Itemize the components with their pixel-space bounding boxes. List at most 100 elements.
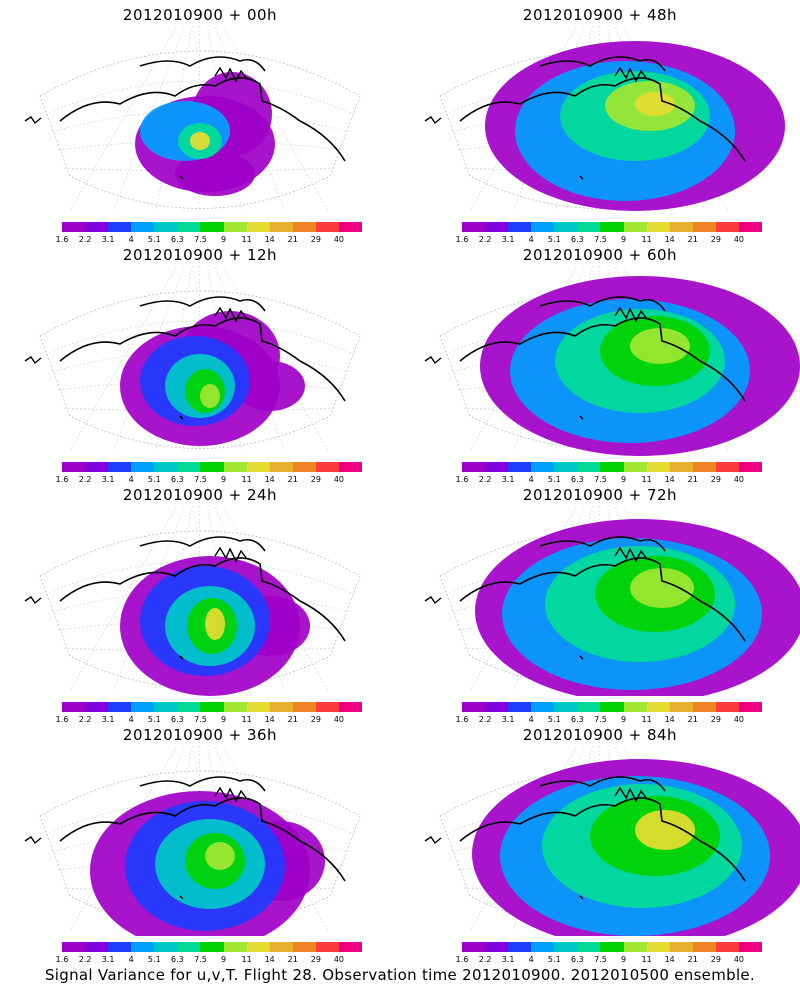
colorbar-swatch — [315, 942, 339, 952]
colorbar-swatch — [177, 942, 201, 952]
colorbar-swatch — [246, 702, 270, 712]
colorbar — [62, 702, 363, 712]
colorbar-swatch — [292, 462, 316, 472]
coastline — [59, 776, 346, 882]
colorbar-label: 7.5 — [594, 715, 607, 724]
colorbar-label: 6.3 — [171, 955, 184, 964]
colorbar-swatch — [508, 702, 532, 712]
panel-title: 2012010900 + 48h — [522, 6, 678, 24]
colorbar-swatch — [577, 702, 601, 712]
colorbar-swatch — [131, 222, 155, 232]
colorbar-label: 6.3 — [171, 475, 184, 484]
colorbar-swatch — [131, 702, 155, 712]
colorbar-label: 11 — [241, 475, 252, 484]
colorbar — [462, 462, 763, 472]
colorbar-swatch — [177, 462, 201, 472]
variance-map — [424, 746, 800, 936]
colorbar-label: 1.6 — [455, 475, 469, 484]
colorbar-label: 1.6 — [455, 955, 469, 964]
colorbar-swatch — [462, 942, 486, 952]
coastline-detail — [24, 786, 248, 900]
variance-map — [424, 506, 800, 696]
colorbar-swatch — [223, 462, 247, 472]
colorbar-swatch — [177, 702, 201, 712]
forecast-panel-72h: 2012010900 + 72h 1.6 2.2 3.1 4 5.1 6.3 7.5 9 11 14… — [400, 480, 800, 728]
colorbar-label: 1.6 — [55, 955, 69, 964]
colorbar-swatch — [738, 462, 763, 472]
colorbar-swatch — [462, 702, 486, 712]
coastline-detail — [24, 306, 248, 420]
colorbar-swatch — [85, 702, 109, 712]
colorbar-swatch — [646, 702, 670, 712]
colorbar-swatch — [200, 702, 224, 712]
colorbar-swatch — [338, 462, 363, 472]
colorbar-label: 21 — [687, 955, 698, 964]
colorbar-swatch — [269, 222, 293, 232]
colorbar-label: 6.3 — [171, 235, 184, 244]
colorbar-swatch — [508, 222, 532, 232]
variance-map — [424, 26, 785, 212]
colorbar-label: 6.3 — [571, 715, 584, 724]
variance-contour — [200, 384, 220, 408]
colorbar-swatch — [738, 942, 763, 952]
variance-contour — [630, 568, 694, 608]
colorbar-label: 4 — [128, 235, 134, 244]
colorbar-swatch — [62, 462, 86, 472]
colorbar-label: 14 — [264, 235, 275, 244]
colorbar-swatch — [600, 702, 624, 712]
colorbar-label: 1.6 — [455, 235, 469, 244]
colorbar-swatch — [292, 702, 316, 712]
colorbar-swatch — [669, 462, 693, 472]
colorbar-label: 7.5 — [594, 955, 607, 964]
colorbar-label: 6.3 — [171, 715, 184, 724]
colorbar-swatch — [246, 222, 270, 232]
colorbar-label: 14 — [664, 235, 675, 244]
colorbar-label: 29 — [310, 955, 321, 964]
colorbar-swatch — [154, 462, 178, 472]
colorbar-label: 4 — [528, 715, 534, 724]
colorbar-swatch — [62, 702, 86, 712]
colorbar-label: 11 — [641, 475, 652, 484]
variance-contour — [635, 92, 675, 116]
colorbar-swatch — [600, 462, 624, 472]
colorbar-label: 7.5 — [194, 235, 207, 244]
colorbar-swatch — [131, 462, 155, 472]
colorbar-label: 9 — [620, 715, 627, 724]
coastline-detail — [424, 306, 648, 420]
colorbar-label: 4 — [128, 475, 134, 484]
colorbar-label: 40 — [333, 235, 345, 244]
variance-map — [24, 26, 361, 212]
colorbar-label: 9 — [220, 955, 227, 964]
coastline — [59, 296, 346, 402]
variance-map — [24, 266, 361, 452]
colorbar-swatch — [692, 942, 716, 952]
colorbar-swatch — [108, 462, 132, 472]
colorbar-label: 11 — [641, 235, 652, 244]
colorbar-swatch — [200, 462, 224, 472]
forecast-panel-84h: 2012010900 + 84h 1.6 2.2 3.1 4 5.1 6.3 7.5 9 11 14… — [400, 720, 800, 968]
colorbar-swatch — [646, 942, 670, 952]
colorbar-label: 29 — [710, 955, 721, 964]
colorbar-swatch — [269, 462, 293, 472]
colorbar-label: 9 — [620, 955, 627, 964]
colorbar-label: 6.3 — [571, 235, 584, 244]
colorbar-label: 9 — [220, 235, 227, 244]
colorbar-label: 3.1 — [101, 235, 115, 244]
colorbar-label: 29 — [710, 715, 721, 724]
colorbar-labels: 1.6 2.2 3.1 4 5.1 6.3 7.5 9 11 14 21 29 40 — [56, 235, 362, 245]
colorbar-label: 21 — [287, 955, 298, 964]
colorbar-swatch — [554, 942, 578, 952]
panel-title: 2012010900 + 60h — [522, 246, 678, 264]
colorbar-swatch — [508, 942, 532, 952]
colorbar-label: 2.2 — [478, 715, 492, 724]
colorbar-swatch — [531, 462, 555, 472]
variance-contour — [205, 842, 235, 870]
colorbar-label: 3.1 — [501, 235, 515, 244]
colorbar-swatch — [715, 942, 739, 952]
colorbar-swatch — [623, 222, 647, 232]
colorbar-label: 3.1 — [101, 715, 115, 724]
colorbar-label: 21 — [687, 235, 698, 244]
colorbar — [62, 942, 363, 952]
colorbar-label: 7.5 — [594, 235, 607, 244]
colorbar-swatch — [154, 702, 178, 712]
